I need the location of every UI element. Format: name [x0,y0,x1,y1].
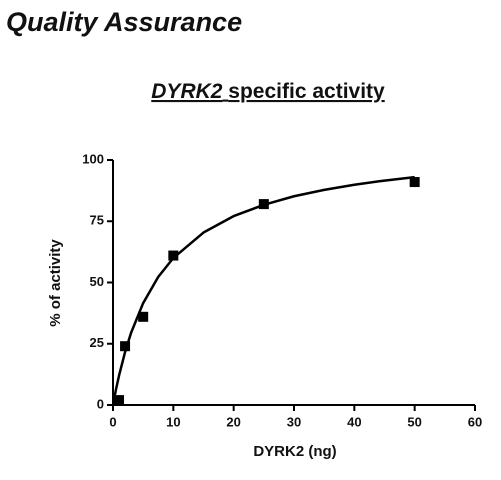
y-tick-label: 25 [90,335,104,350]
x-tick-label: 60 [468,414,482,429]
page-title: Quality Assurance [6,7,242,37]
fit-curve [111,175,415,406]
data-point [114,395,125,406]
x-tick-label: 40 [347,414,361,429]
x-axis-label: DYRK2 (ng) [253,443,336,460]
chart-title-gene: DYRK2 [151,80,223,103]
chart-title: DYRK2 specific activity [151,80,385,103]
data-point [409,177,420,188]
y-tick-label: 75 [90,213,104,228]
y-tick-label: 100 [82,151,104,166]
chart-title-text: specific activity [228,80,385,103]
y-axis-label: % of activity [47,239,64,327]
x-tick-label: 10 [166,414,180,429]
data-point [120,341,131,352]
y-tick-label: 0 [97,396,104,411]
y-tick-label: 50 [90,274,104,289]
x-tick-label: 50 [407,414,421,429]
x-tick-label: 30 [287,414,301,429]
data-point [138,311,149,322]
data-point [258,199,269,210]
x-tick-label: 0 [109,414,116,429]
data-point [168,250,179,261]
x-tick-label: 20 [226,414,240,429]
